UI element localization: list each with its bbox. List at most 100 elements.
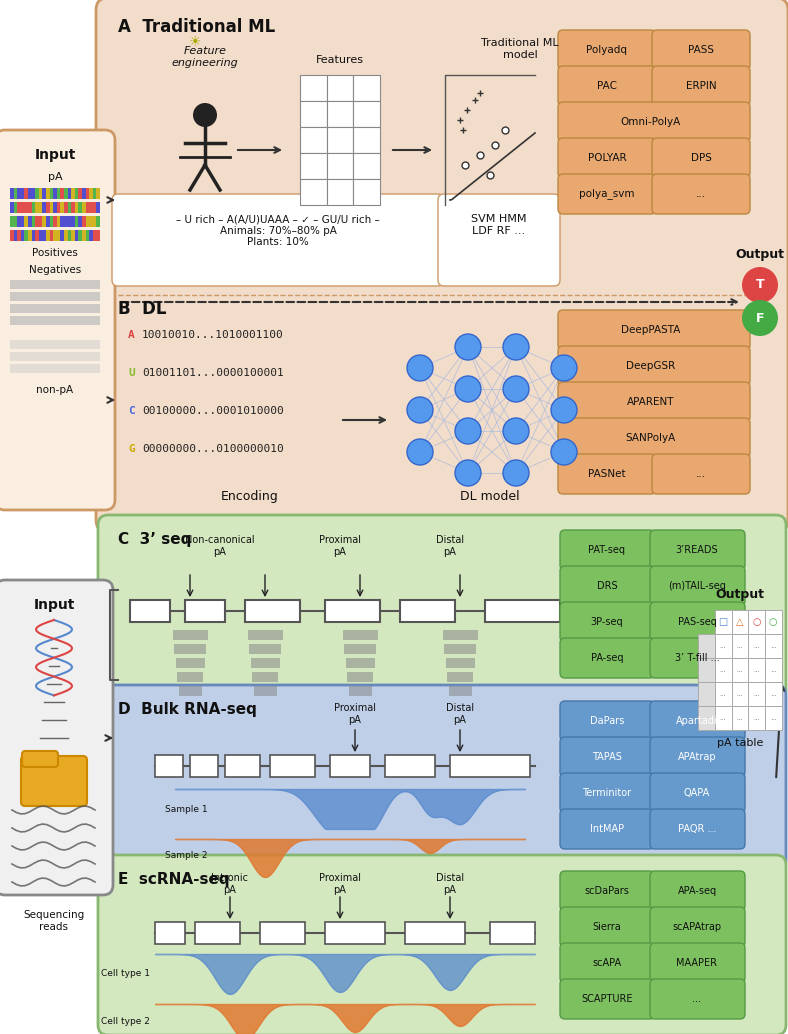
Bar (64, 202, 68, 213)
Text: ○: ○ (753, 617, 760, 627)
Bar (54, 216, 57, 227)
Bar (50, 216, 54, 227)
Bar (89, 216, 93, 227)
Text: ...: ... (753, 667, 760, 673)
Text: ...: ... (770, 643, 777, 649)
Bar (765, 610, 782, 634)
Text: E  scRNA-seq: E scRNA-seq (118, 872, 229, 887)
Bar (10, 280, 100, 288)
Text: SVM HMM
LDF RF ...: SVM HMM LDF RF ... (471, 214, 526, 236)
Bar (327, 101, 353, 127)
Text: Intronic
pA: Intronic pA (211, 873, 248, 894)
Bar (64, 188, 68, 199)
FancyBboxPatch shape (650, 871, 745, 911)
Bar (715, 610, 731, 634)
Bar (61, 230, 64, 241)
Bar (715, 706, 731, 730)
Bar (765, 706, 782, 730)
Bar (10, 316, 100, 325)
Bar (89, 188, 93, 199)
Bar (10, 216, 13, 227)
Text: ...: ... (770, 667, 777, 673)
Text: non-pA: non-pA (36, 385, 73, 395)
Bar (89, 202, 93, 213)
Bar (75, 216, 78, 227)
Bar (698, 658, 715, 682)
Text: pA table: pA table (717, 738, 764, 748)
Text: Input: Input (35, 148, 76, 162)
Bar (78, 188, 82, 199)
Bar (78, 202, 82, 213)
FancyBboxPatch shape (558, 418, 750, 458)
FancyBboxPatch shape (560, 773, 655, 813)
Circle shape (455, 418, 481, 444)
Text: PASNet: PASNet (588, 469, 626, 479)
Circle shape (503, 376, 529, 402)
Bar (96, 188, 100, 199)
Bar (93, 188, 96, 199)
Bar (254, 686, 277, 696)
Bar (68, 216, 71, 227)
FancyBboxPatch shape (560, 602, 655, 642)
Bar (50, 202, 54, 213)
Bar (353, 179, 380, 205)
Text: APA-seq: APA-seq (678, 886, 716, 896)
Text: DeepPASTA: DeepPASTA (621, 325, 681, 335)
Bar (86, 230, 89, 241)
Bar (300, 75, 327, 101)
FancyBboxPatch shape (652, 454, 750, 494)
Text: ERPIN: ERPIN (686, 81, 716, 91)
Bar (353, 153, 380, 179)
FancyBboxPatch shape (652, 138, 750, 178)
Bar (327, 127, 353, 153)
FancyBboxPatch shape (650, 943, 745, 983)
Bar (10, 304, 100, 313)
Bar (61, 188, 64, 199)
Circle shape (193, 103, 217, 127)
Text: Distal
pA: Distal pA (436, 535, 464, 556)
Bar (179, 686, 202, 696)
Circle shape (551, 397, 577, 423)
Bar (32, 188, 35, 199)
Bar (82, 216, 86, 227)
Bar (749, 682, 765, 706)
Bar (75, 230, 78, 241)
Bar (39, 202, 43, 213)
Bar (17, 216, 20, 227)
Bar (82, 230, 86, 241)
FancyBboxPatch shape (558, 454, 656, 494)
FancyBboxPatch shape (650, 638, 745, 678)
Bar (251, 658, 280, 668)
Text: C  3’ seq: C 3’ seq (118, 533, 191, 547)
FancyBboxPatch shape (560, 871, 655, 911)
Text: Sequencing
reads: Sequencing reads (24, 910, 84, 932)
Bar (765, 634, 782, 658)
FancyBboxPatch shape (558, 174, 656, 214)
FancyBboxPatch shape (652, 66, 750, 107)
Bar (130, 600, 170, 622)
Text: ...: ... (719, 714, 727, 721)
Text: Sample 1: Sample 1 (165, 804, 207, 814)
Text: Output: Output (716, 588, 764, 601)
Bar (765, 658, 782, 682)
Bar (68, 202, 71, 213)
Bar (449, 686, 472, 696)
Text: D  Bulk RNA-seq: D Bulk RNA-seq (118, 702, 257, 717)
FancyBboxPatch shape (22, 751, 58, 767)
Bar (35, 216, 39, 227)
Bar (485, 600, 560, 622)
Bar (349, 686, 372, 696)
Bar (20, 202, 24, 213)
Bar (300, 153, 327, 179)
Text: 00000000...0100000010: 00000000...0100000010 (142, 444, 284, 454)
Bar (57, 216, 61, 227)
Text: U: U (128, 368, 135, 378)
Bar (24, 202, 28, 213)
Bar (173, 630, 208, 640)
FancyBboxPatch shape (558, 310, 750, 349)
Text: Sierra: Sierra (593, 922, 622, 932)
Text: ...: ... (753, 643, 760, 649)
Bar (347, 672, 373, 682)
Bar (13, 216, 17, 227)
Bar (96, 230, 100, 241)
